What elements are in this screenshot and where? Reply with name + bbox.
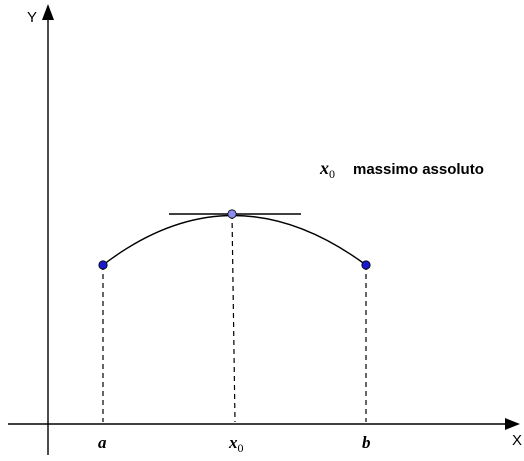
label-b: b bbox=[362, 433, 371, 452]
endpoint-a bbox=[98, 260, 108, 270]
annotation-sub: 0 bbox=[329, 167, 335, 181]
label-a: a bbox=[98, 433, 107, 452]
annotation-var: x0 bbox=[319, 158, 335, 181]
function-curve bbox=[102, 214, 367, 266]
label-x0-var: x bbox=[228, 433, 238, 452]
annotation-text: massimo assoluto bbox=[353, 161, 484, 178]
x-axis-arrow bbox=[505, 418, 520, 430]
label-x0-sub: 0 bbox=[238, 441, 244, 455]
endpoint-b bbox=[361, 260, 371, 270]
annotation-x: x bbox=[319, 158, 329, 178]
y-axis-label: Y bbox=[27, 9, 37, 26]
y-axis-arrow bbox=[42, 4, 54, 20]
maximum-point bbox=[227, 209, 237, 219]
x-axis-label: X bbox=[512, 432, 522, 449]
projection-x0 bbox=[231, 213, 236, 423]
label-x0: x0 bbox=[228, 433, 244, 455]
